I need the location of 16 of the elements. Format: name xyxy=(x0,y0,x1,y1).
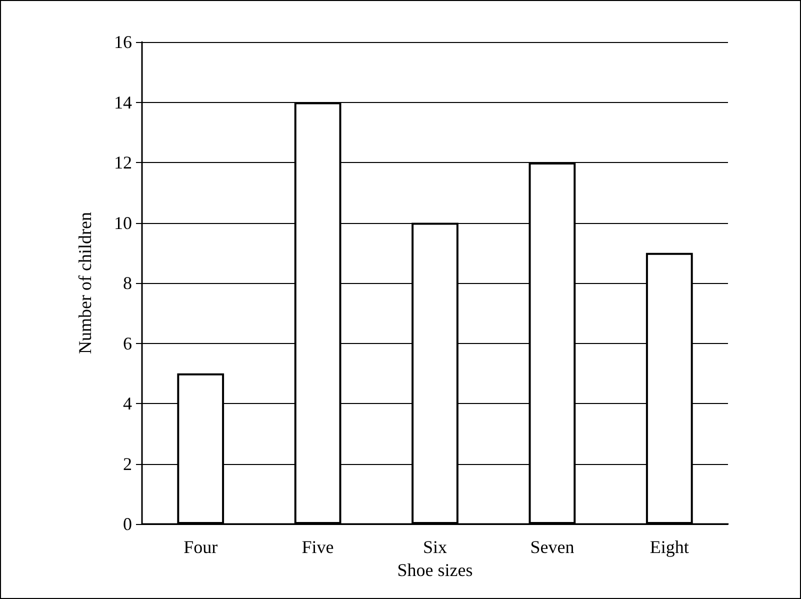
y-tick-label: 8 xyxy=(123,273,132,293)
y-tick-label: 4 xyxy=(123,394,132,414)
y-tick-label: 2 xyxy=(123,454,132,474)
y-tick-label: 10 xyxy=(114,212,132,233)
y-tick-label: 6 xyxy=(123,333,132,354)
x-tick-label: Six xyxy=(422,537,448,557)
x-axis-title: Shoe sizes xyxy=(397,560,473,580)
x-tick-label: Four xyxy=(184,537,218,557)
x-tick-label: Eight xyxy=(650,537,689,557)
y-axis-title: Number of children xyxy=(75,212,95,354)
y-tick-label: 16 xyxy=(114,32,132,52)
y-tick-label: 0 xyxy=(123,514,132,534)
y-tick-label: 14 xyxy=(114,92,132,112)
x-tick-label: Seven xyxy=(530,537,574,557)
x-tick-label: Five xyxy=(302,537,334,557)
y-tick-label: 12 xyxy=(114,152,132,172)
